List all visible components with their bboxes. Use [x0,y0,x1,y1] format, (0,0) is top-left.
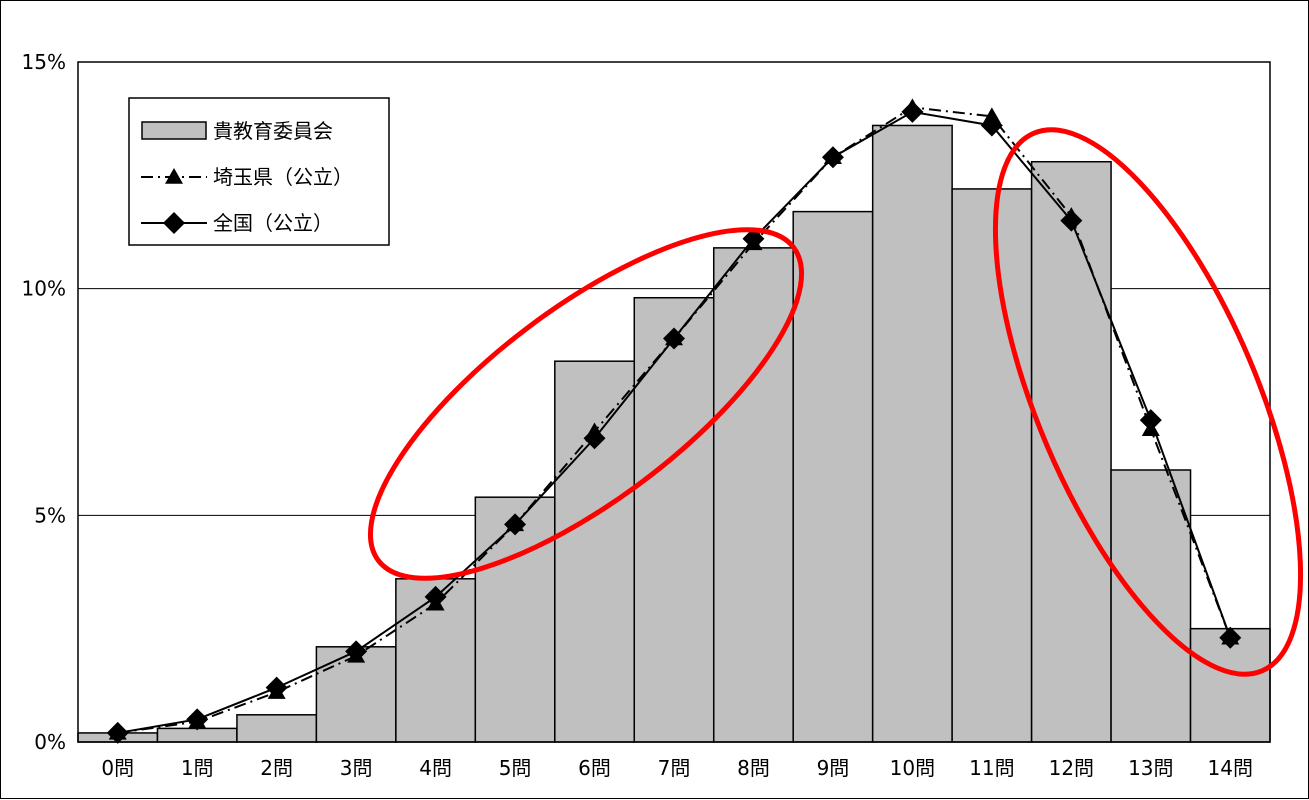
data-point [106,721,129,744]
data-point [265,676,288,699]
data-point [1139,409,1162,432]
x-tick-label: 9問 [817,756,850,780]
data-point [901,100,924,123]
data-point [742,227,765,250]
x-tick-label: 10問 [890,756,935,780]
data-point [1060,209,1083,232]
data-point [186,708,209,731]
data-point [1219,626,1242,649]
highlight-ellipse [367,227,805,581]
y-tick-label: 0% [34,730,66,754]
x-tick-label: 5問 [499,756,532,780]
legend-swatch [141,121,207,140]
data-point [583,427,606,450]
x-tick-label: 11問 [969,756,1014,780]
data-point [424,585,447,608]
data-point [663,327,685,350]
x-tick-label: 3問 [340,756,373,780]
bar [1110,469,1192,743]
bar [871,124,953,743]
data-point [821,146,844,169]
data-point [980,114,1003,137]
bar [792,210,874,743]
bar [1030,160,1112,743]
bar-layer [77,124,1271,743]
legend-label: 貴教育委員会 [213,119,333,143]
data-point [345,640,368,663]
legend-label: 埼玉県（公立） [213,165,353,189]
x-tick-label: 6問 [578,756,611,780]
y-tick-label: 10% [22,277,66,301]
x-tick-label: 12問 [1049,756,1094,780]
annotation-layer [367,127,1304,677]
legend-marker [165,168,183,184]
bar [156,727,238,743]
x-tick-label: 13問 [1128,756,1173,780]
bar [951,188,1033,743]
axis-layer: 0% 5% 10% 15% 0問 1問 2問 3問 4問 5問 6問 7問 8問 9問 10問 11問 12問 1… [22,50,1271,780]
bar [712,247,794,743]
bar [554,360,636,743]
y-tick-label: 15% [22,50,66,74]
bar [633,296,715,743]
data-point [504,513,527,536]
plot-area-border [77,61,1271,743]
x-tick-label: 7問 [658,756,691,780]
bar [474,496,556,743]
x-tick-label: 14問 [1208,756,1253,780]
x-tick-label: 8問 [737,756,770,780]
marker-layer [106,98,1242,744]
y-tick-label: 5% [34,503,66,527]
legend-label: 全国（公立） [213,211,333,235]
bar [236,714,318,743]
legend-marker [163,212,185,234]
x-tick-label: 4問 [419,756,452,780]
x-tick-label: 0問 [101,756,134,780]
highlight-ellipse [992,127,1304,677]
x-tick-label: 1問 [181,756,214,780]
x-tick-label: 2問 [260,756,293,780]
